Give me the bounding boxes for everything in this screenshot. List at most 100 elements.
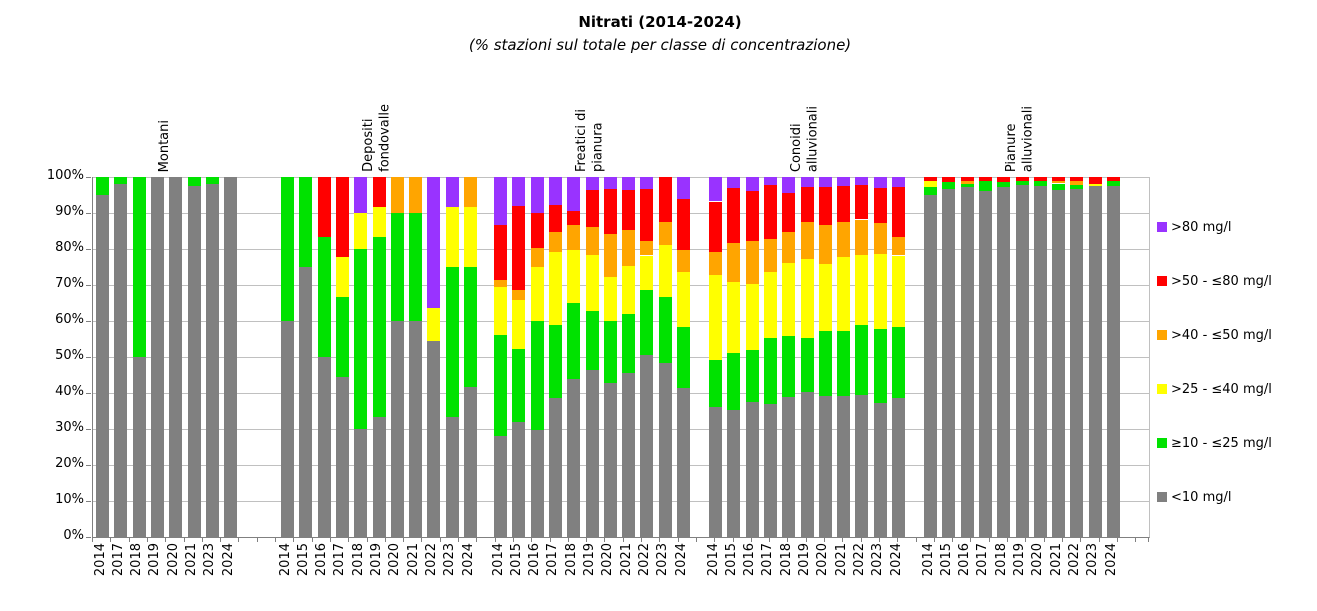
legend-swatch-r40_50 [1157, 330, 1167, 340]
x-axis-year-label: 2019 [797, 543, 812, 577]
bar-segment-r10_25 [585, 310, 599, 370]
x-axis-year-label: 2015 [508, 543, 524, 577]
x-tick-mark [897, 538, 899, 542]
bar-segment-r50_80 [1107, 177, 1120, 181]
x-axis-year-label: 2020 [165, 543, 181, 577]
x-tick-mark [439, 538, 441, 542]
bar-segment-r25_40 [892, 255, 905, 327]
bar-segment-lt10 [548, 398, 562, 537]
bar-segment-lt10 [727, 409, 741, 537]
x-tick-mark [878, 538, 880, 542]
bar-segment-r40_50 [873, 222, 887, 254]
bar-segment-r50_80 [997, 177, 1011, 182]
bar-segment-r25_40 [464, 206, 477, 267]
x-tick-mark [1148, 538, 1149, 542]
x-axis-year-label: 2016 [742, 543, 758, 577]
bar-segment-r10_25 [205, 177, 219, 185]
bar-segment-gt80 [709, 177, 722, 202]
stacked-bar [892, 177, 905, 537]
bar-segment-gt80 [603, 177, 617, 190]
bar-segment-gt80 [494, 177, 507, 226]
bar-segment-r40_50 [855, 219, 869, 255]
x-tick-mark [220, 538, 222, 542]
legend-label: >25 - ≤40 mg/l [1171, 382, 1272, 397]
bar-segment-gt80 [548, 177, 562, 206]
bar-segment-gt80 [800, 177, 814, 188]
bar-segment-lt10 [132, 357, 146, 537]
bar-segment-lt10 [169, 177, 183, 537]
chart-title: Nitrati (2014-2024) [578, 13, 742, 31]
legend-label: >80 mg/l [1171, 220, 1232, 235]
stacked-bar [317, 177, 331, 537]
bar-segment-lt10 [1052, 190, 1066, 537]
bar-segment-r25_40 [1088, 184, 1102, 187]
bar-segment-gt80 [892, 177, 905, 188]
bar-segment-gt80 [445, 177, 459, 207]
bar-segment-gt80 [640, 177, 654, 190]
y-tick-label: 50% [55, 348, 84, 363]
bar-segment-lt10 [892, 398, 905, 537]
bar-segment-r25_40 [873, 253, 887, 330]
bar-segment-gt80 [585, 177, 599, 191]
x-tick-mark [586, 538, 588, 542]
x-tick-mark [1116, 538, 1118, 542]
x-tick-mark [915, 538, 917, 542]
x-axis-year-label: 2017 [332, 543, 348, 577]
x-axis-year-label: 2022 [1066, 543, 1082, 577]
x-tick-mark [238, 538, 240, 542]
bar-segment-r40_50 [818, 225, 832, 264]
bar-segment-lt10 [960, 187, 974, 537]
y-tick-mark [86, 357, 91, 358]
bar-segment-lt10 [567, 378, 581, 537]
bar-segment-r10_25 [132, 177, 146, 357]
bar-segment-r50_80 [548, 205, 562, 233]
bar-segment-lt10 [942, 188, 956, 537]
y-tick-mark [86, 393, 91, 394]
y-tick-mark [86, 213, 91, 214]
x-axis-year-label: 2024 [220, 543, 236, 577]
bar-segment-r50_80 [818, 187, 832, 226]
bar-segment-gt80 [354, 177, 368, 213]
bar-segment-lt10 [677, 387, 690, 537]
bar-segment-gt80 [873, 177, 887, 189]
bar-segment-lt10 [997, 187, 1011, 537]
bar-segment-r10_25 [372, 237, 386, 418]
bar-segment-r10_25 [997, 181, 1011, 188]
x-tick-mark [275, 538, 276, 542]
x-tick-mark [933, 538, 935, 542]
y-tick-mark [86, 249, 91, 250]
x-axis-year-label: 2020 [387, 543, 403, 577]
legend-swatch-r10_25 [1157, 438, 1167, 448]
x-tick-mark [512, 538, 514, 542]
stacked-bar [873, 177, 887, 537]
x-axis-year-label: 2022 [636, 543, 652, 577]
group-label: Conoidi alluvionali [789, 105, 821, 172]
bar-segment-r40_50 [960, 180, 974, 185]
x-axis-year-label: 2023 [1085, 543, 1101, 577]
gridline [93, 285, 1149, 286]
bar-segment-r50_80 [494, 225, 507, 281]
bar-segment-lt10 [114, 184, 128, 537]
bar-segment-r10_25 [512, 349, 526, 423]
x-axis-year-label: 2020 [815, 543, 831, 577]
stacked-bar [763, 177, 777, 537]
x-tick-mark [732, 538, 734, 542]
x-axis-year-label: 2020 [1030, 543, 1046, 577]
stacked-bar [978, 177, 992, 537]
gridline [93, 357, 1149, 358]
stacked-bar [640, 177, 654, 537]
bar-segment-r10_25 [390, 213, 404, 321]
legend-label: >40 - ≤50 mg/l [1171, 328, 1272, 343]
bar-segment-lt10 [745, 402, 759, 537]
bar-segment-r40_50 [892, 237, 905, 256]
bar-segment-r50_80 [1033, 177, 1047, 181]
x-axis-year-label: 2021 [405, 543, 421, 577]
bar-segment-lt10 [1070, 188, 1084, 537]
x-axis-year-label: 2019 [147, 543, 163, 577]
x-axis-year-label: 2018 [778, 543, 794, 577]
stacked-bar [567, 177, 581, 537]
x-tick-mark [146, 538, 148, 542]
bar-segment-r50_80 [800, 187, 814, 222]
x-tick-mark [695, 538, 697, 542]
bar-segment-lt10 [603, 383, 617, 537]
